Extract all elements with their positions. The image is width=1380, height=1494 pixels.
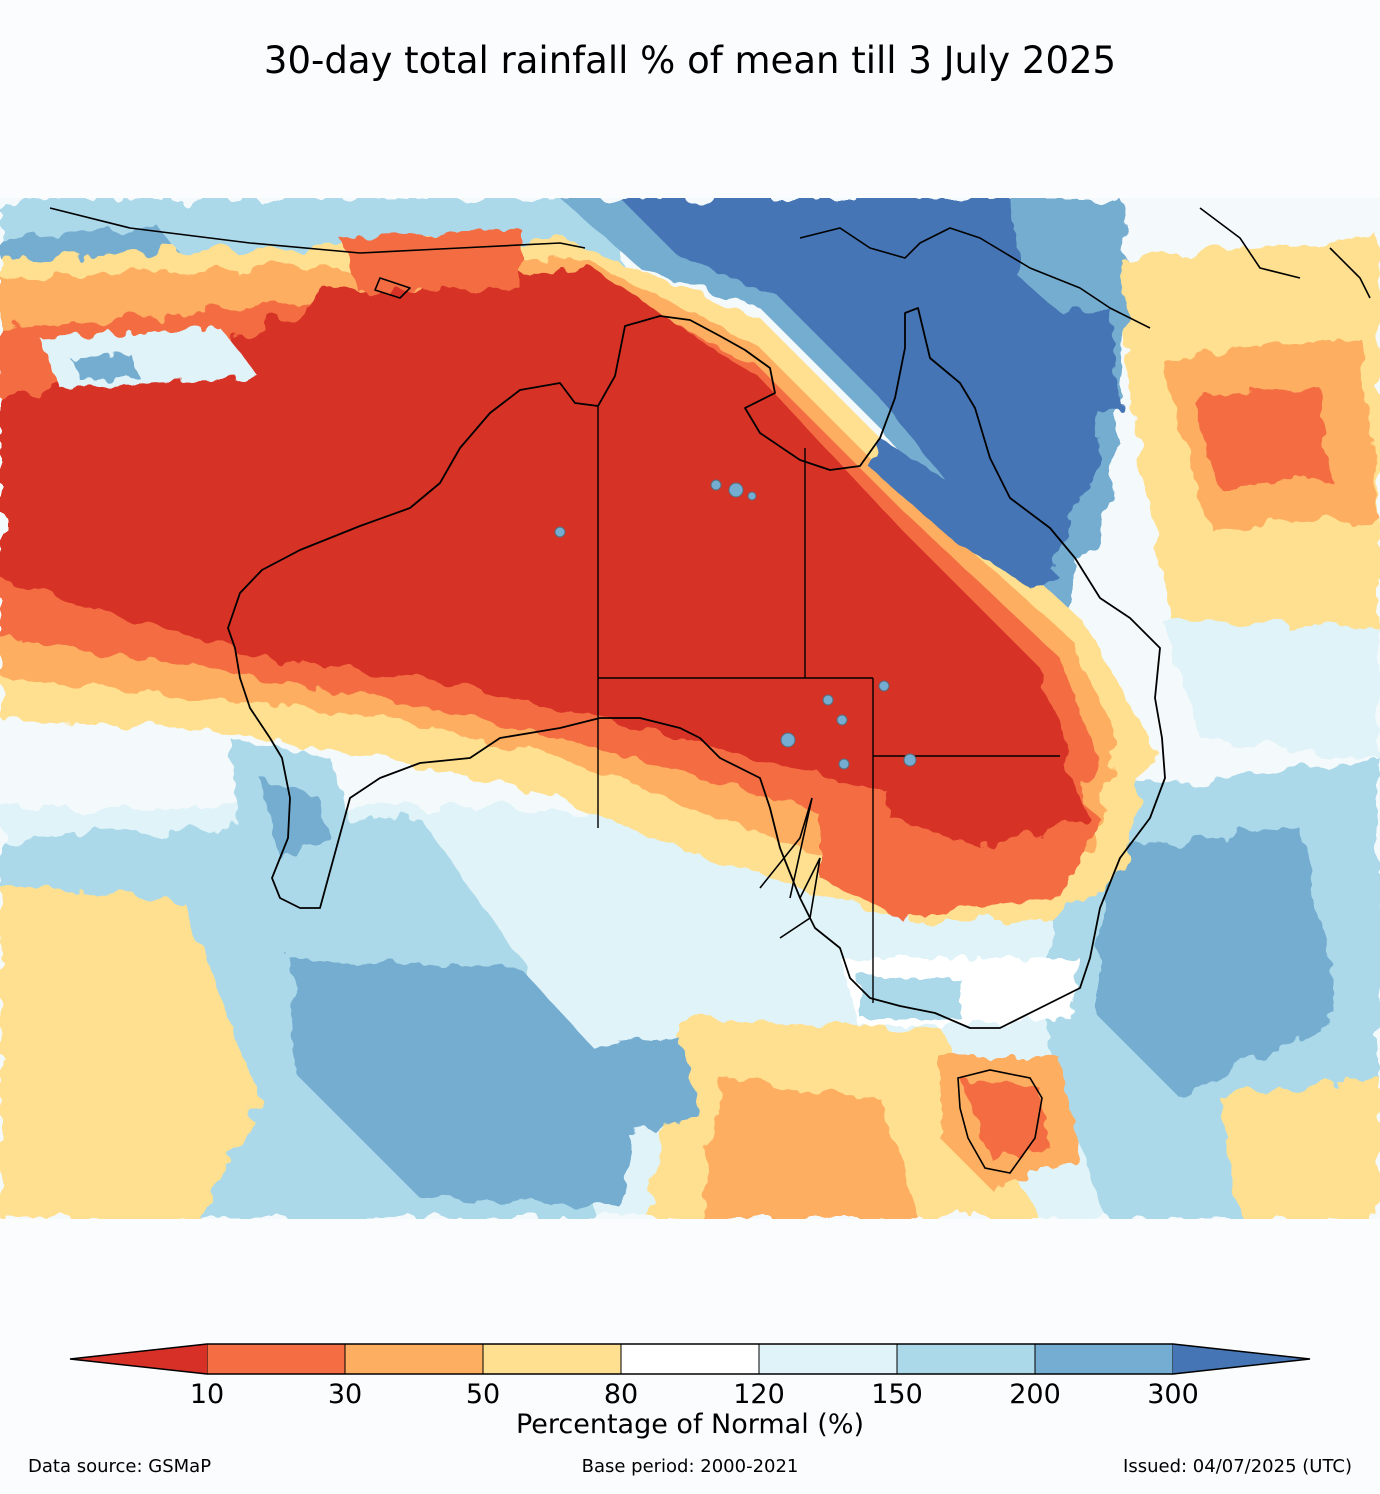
southwest-ocean-pale xyxy=(0,888,260,1219)
colorbar-segment xyxy=(344,1343,484,1375)
northern-islands xyxy=(49,207,1371,329)
colorbar-tick-label: 50 xyxy=(465,1379,501,1410)
map-title: 30-day total rainfall % of mean till 3 J… xyxy=(263,39,1117,82)
colorbar-tick-label: 80 xyxy=(603,1379,639,1410)
colorbar-tick-label: 10 xyxy=(189,1379,225,1410)
colorbar-tick-label: 300 xyxy=(1147,1379,1199,1410)
colorbar-tick-label: 120 xyxy=(733,1379,785,1410)
data-source-note: Data source: GSMaP xyxy=(28,1456,212,1477)
colorbar-min-extension xyxy=(70,1344,207,1374)
south-ocean-blue-patches xyxy=(290,958,640,1208)
colorbar-segment xyxy=(1034,1343,1174,1375)
colorbar-segment xyxy=(482,1343,622,1375)
state-borders xyxy=(597,406,1060,1003)
colorbar-tick-label: 30 xyxy=(327,1379,363,1410)
rainfall-map xyxy=(0,198,1380,1219)
colorbar-segment xyxy=(206,1343,346,1375)
issued-date-note: Issued: 04/07/2025 (UTC) xyxy=(1123,1456,1352,1477)
colorbar-axis-title: Percentage of Normal (%) xyxy=(515,1409,865,1440)
colorbar xyxy=(69,1343,1311,1375)
colorbar-tick-label: 150 xyxy=(871,1379,923,1410)
colorbar-max-extension xyxy=(1173,1344,1310,1374)
dry-band-red xyxy=(0,268,1070,808)
colorbar-segment xyxy=(896,1343,1036,1375)
tasmania-coastline xyxy=(957,1069,1043,1174)
colorbar-tick-label: 200 xyxy=(1009,1379,1061,1410)
inland-wet-spots xyxy=(554,479,917,770)
colorbar-segment xyxy=(758,1343,898,1375)
australia-coastline xyxy=(227,307,1166,1029)
colorbar-segment xyxy=(620,1343,760,1375)
base-period-note: Base period: 2000-2021 xyxy=(581,1456,799,1477)
